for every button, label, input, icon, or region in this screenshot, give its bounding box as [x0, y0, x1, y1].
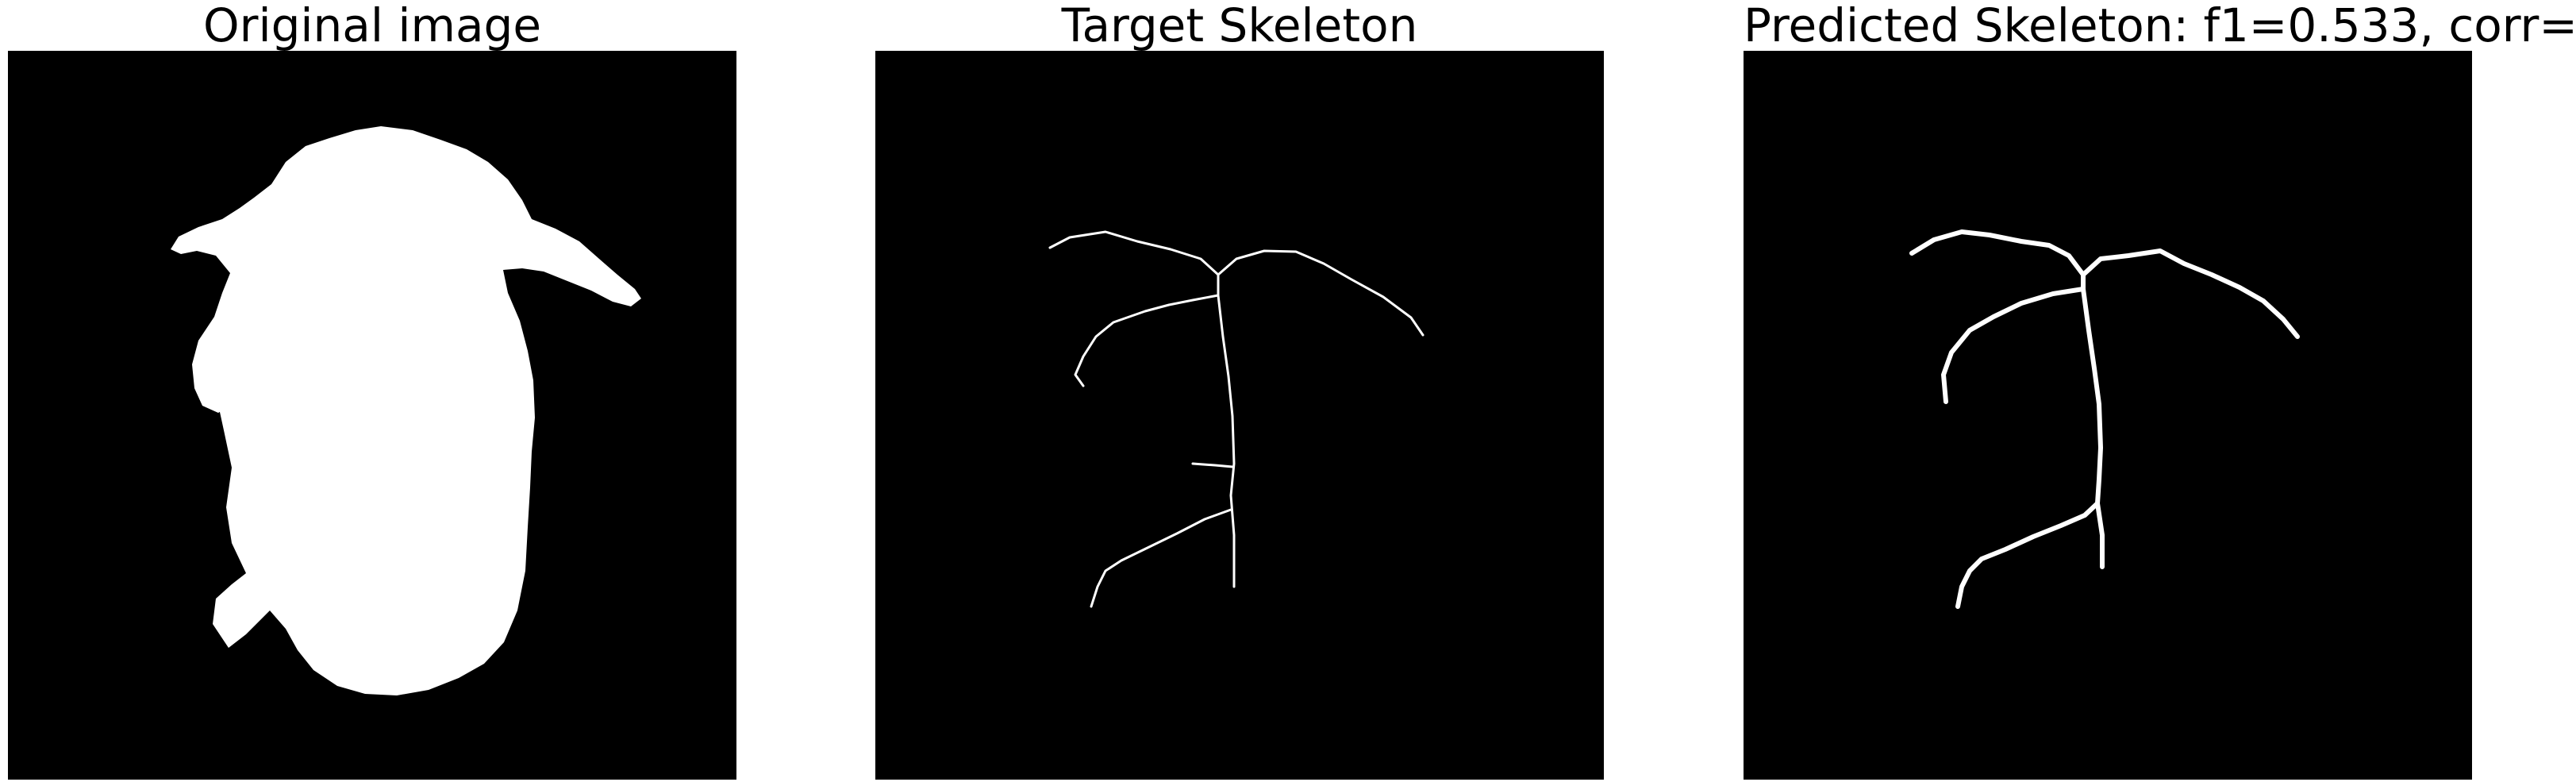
target-branch-small — [1191, 462, 1234, 468]
target-skeleton-canvas — [875, 51, 1604, 780]
predicted-branch-upper-left — [1909, 229, 2086, 277]
original-image-canvas — [8, 51, 736, 780]
target-skeleton-background — [875, 51, 1604, 780]
predicted-skeleton-panel: Predicted Skeleton: f1=0.533, corr=0.560 — [1744, 0, 2576, 782]
silhouette-shape — [171, 126, 641, 695]
target-trunk — [1217, 273, 1236, 588]
predicted-skeleton-canvas — [1744, 51, 2472, 780]
predicted-branch-mid-left — [1941, 287, 2086, 404]
target-skeleton-lines — [1048, 230, 1424, 608]
predicted-skeleton-title: Predicted Skeleton: f1=0.533, corr=0.560 — [1744, 0, 2576, 52]
predicted-trunk — [2081, 272, 2105, 569]
target-skeleton-title: Target Skeleton — [1061, 0, 1418, 52]
predicted-skeleton-lines — [1909, 229, 2300, 609]
original-image-title: Original image — [202, 0, 542, 52]
target-skeleton-panel: Target Skeleton — [875, 0, 1604, 782]
target-branch-upper-left — [1048, 230, 1220, 276]
predicted-branch-lower-left — [1955, 501, 2100, 609]
predicted-skeleton-background — [1744, 51, 2472, 780]
predicted-branch-upper-right — [2081, 248, 2300, 339]
target-branch-lower-left — [1090, 508, 1232, 608]
target-branch-upper-right — [1217, 249, 1424, 337]
target-branch-mid-left — [1074, 294, 1220, 387]
original-image-panel: Original image — [8, 0, 736, 782]
